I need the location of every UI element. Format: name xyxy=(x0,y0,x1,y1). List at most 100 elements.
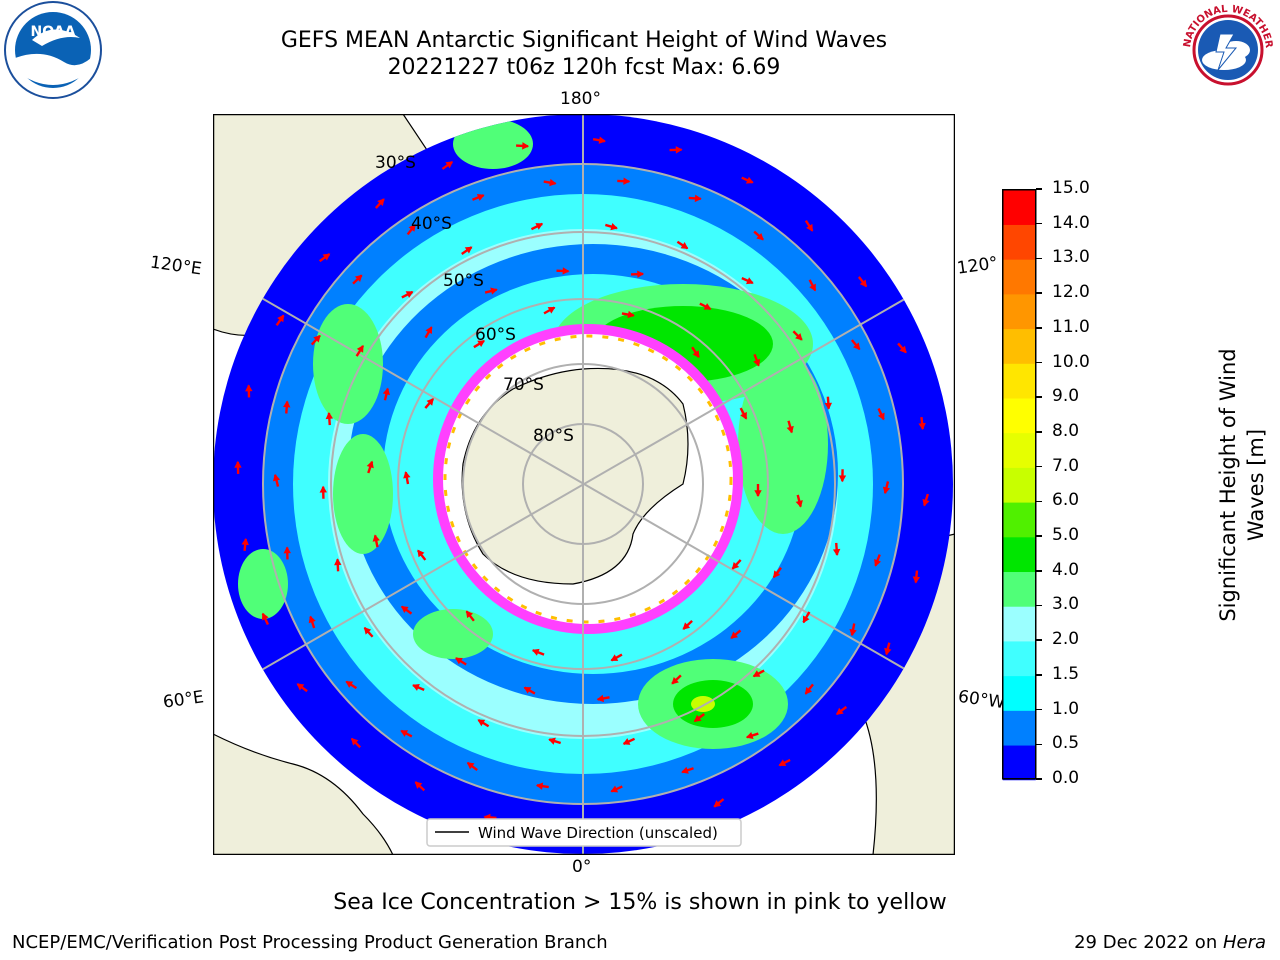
wind-vector-head xyxy=(622,738,631,745)
wind-vector-head xyxy=(400,605,409,613)
wind-vector-head xyxy=(522,142,530,150)
wind-vector-head xyxy=(417,549,425,558)
wind-vector-head xyxy=(283,400,291,408)
lat-label-80s: 80°S xyxy=(533,426,574,446)
colorbar-swatch xyxy=(1002,606,1036,642)
wind-vector-head xyxy=(313,334,321,343)
footer-credit: NCEP/EMC/Verification Post Processing Pr… xyxy=(12,932,608,953)
chart-title: GEFS MEAN Antarctic Significant Height o… xyxy=(280,28,888,53)
wind-vector-head xyxy=(610,654,619,661)
wind-vector-head xyxy=(853,342,861,351)
colorbar-tick-label: 9.0 xyxy=(1052,386,1080,407)
wind-vector-head xyxy=(693,714,702,722)
colorbar-tick-label: 0.0 xyxy=(1052,768,1080,788)
wind-vector-head xyxy=(809,283,816,292)
wind-vector-head xyxy=(877,412,885,421)
wind-vector-head xyxy=(922,498,930,507)
colorbar-tick-mark xyxy=(1036,222,1042,225)
colorbar-tick-mark xyxy=(1036,188,1042,190)
colorbar-tick-label: 1.0 xyxy=(1052,698,1080,719)
wind-vector-head xyxy=(412,684,420,691)
wind-vector-head xyxy=(623,177,631,185)
footer-date-text: 29 Dec 2022 on xyxy=(1074,932,1223,953)
wind-vector-head xyxy=(523,687,532,694)
wind-vector-head xyxy=(455,657,463,665)
wind-vector-head xyxy=(912,576,921,584)
wind-vector-head xyxy=(754,490,762,498)
wind-vector-head xyxy=(464,246,473,254)
wind-vector-head xyxy=(637,270,645,278)
wind-vector-head xyxy=(535,223,544,230)
colorbar-swatch xyxy=(1002,710,1036,746)
wind-vector-head xyxy=(372,534,380,542)
wind-vector-head xyxy=(308,615,316,624)
wind-vector-head xyxy=(283,546,291,554)
wind-vector-head xyxy=(795,333,803,341)
colorbar-swatch xyxy=(1002,432,1036,468)
colorbar-swatch xyxy=(1002,675,1036,711)
wind-vector-head xyxy=(610,785,619,793)
wind-vector-head xyxy=(680,242,689,249)
wind-vector-head xyxy=(598,136,606,144)
lon-label-0: 0° xyxy=(572,857,592,877)
colorbar-tick-label: 1.5 xyxy=(1052,663,1080,684)
wind-vector-head xyxy=(322,253,331,261)
wind-vector-head xyxy=(832,548,841,556)
colorbar-swatch xyxy=(1002,536,1036,573)
wind-vector-head xyxy=(345,681,354,688)
wind-vector-head xyxy=(859,279,867,288)
wind-vector-head xyxy=(245,384,253,392)
wind-vector-head xyxy=(325,412,334,420)
wind-vector-head xyxy=(334,558,342,566)
wind-vector-head xyxy=(756,232,764,241)
colorbar-tick-mark xyxy=(1036,327,1042,329)
colorbar-tick-label: 12.0 xyxy=(1052,282,1090,303)
colorbar-tick-mark xyxy=(1036,535,1042,537)
wind-vector-head xyxy=(531,648,540,656)
colorbar-swatch xyxy=(1002,328,1036,364)
wind-vector-head xyxy=(778,759,787,767)
colorbar-tick-mark xyxy=(1036,604,1042,607)
wind-vector-head xyxy=(477,340,485,348)
colorbar-swatch xyxy=(1002,224,1036,260)
lat-label-50s: 50°S xyxy=(443,271,484,291)
colorbar-tick-mark xyxy=(1036,674,1042,676)
wind-vector-head xyxy=(465,610,474,619)
wind-vector-head xyxy=(296,683,305,691)
wind-vector-head xyxy=(899,345,907,354)
chart-subtitle: 20221227 t06z 120h fcst Max: 6.69 xyxy=(387,55,781,80)
noaa-logo-text: NOAA xyxy=(31,24,76,40)
colorbar-swatch xyxy=(1002,467,1036,503)
lat-label-70s: 70°S xyxy=(503,375,544,395)
wind-vector-head xyxy=(261,612,269,621)
wind-vector-head xyxy=(752,670,761,677)
wind-vector-head xyxy=(694,194,702,203)
wind-vector-head xyxy=(745,731,754,740)
wind-vector-head xyxy=(740,411,747,420)
colorbar-swatch xyxy=(1002,640,1036,677)
wind-vector-head xyxy=(884,647,892,656)
colorbar-tick-label: 6.0 xyxy=(1052,490,1080,511)
colorbar-tick-label: 15.0 xyxy=(1052,178,1090,198)
wind-vector-head xyxy=(746,277,754,285)
lon-label-60w: 60°W xyxy=(956,686,1007,714)
colorbar-tick-label: 2.0 xyxy=(1052,629,1080,650)
wind-vector-head xyxy=(425,326,433,335)
wind-vector-head xyxy=(835,707,844,715)
vector-legend: Wind Wave Direction (unscaled) xyxy=(426,818,742,847)
wind-vector-head xyxy=(426,398,434,406)
colorbar-tick-label: 14.0 xyxy=(1052,212,1090,233)
wind-vector-head xyxy=(476,193,485,201)
colorbar-tick-label: 3.0 xyxy=(1052,594,1080,615)
noaa-logo: NOAA xyxy=(2,0,104,100)
colorbar-tick-label: 0.5 xyxy=(1052,733,1080,754)
lat-label-30s: 30°S xyxy=(375,153,416,173)
wind-vector-head xyxy=(377,198,385,206)
colorbar-tick-label: 5.0 xyxy=(1052,525,1080,546)
colorbar-tick-label: 13.0 xyxy=(1052,247,1090,268)
lon-label-120w: 120° xyxy=(955,253,1000,279)
colorbar-swatch xyxy=(1002,189,1036,225)
wind-vector-head xyxy=(627,310,635,319)
wind-vector-head xyxy=(596,694,605,703)
wind-vector-head xyxy=(838,475,847,483)
